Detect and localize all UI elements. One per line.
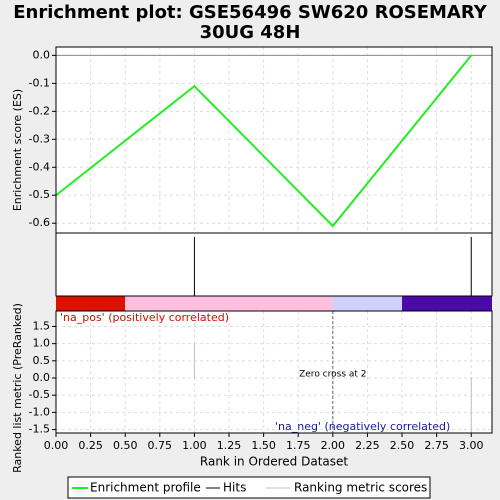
x-tick-label: 2.50 — [390, 439, 415, 452]
x-tick-label: 2.25 — [355, 439, 380, 452]
x-tick-label: 0.25 — [78, 439, 103, 452]
y-axis-title: Enrichment score (ES) — [11, 89, 24, 211]
legend-label: Hits — [223, 481, 246, 495]
panel-frame — [55, 232, 493, 297]
x-tick-label: 3.00 — [459, 439, 484, 452]
x-tick-label: 1.75 — [286, 439, 311, 452]
legend-label: Enrichment profile — [90, 481, 201, 495]
legend-label: Ranking metric scores — [294, 481, 427, 495]
x-tick-label: 1.25 — [217, 439, 242, 452]
color-bar-segment — [125, 296, 333, 311]
y-tick-label: -0.4 — [29, 160, 50, 173]
y-tick-label: -0.3 — [29, 132, 50, 145]
zero-cross-label: Zero cross at 2 — [299, 370, 366, 380]
neg-label: 'na_neg' (negatively correlated) — [275, 420, 450, 433]
chart-title: 30UG 48H — [200, 22, 301, 43]
panel-frame — [55, 310, 493, 434]
color-bar-segment — [332, 296, 403, 311]
y-tick-label: 0.5 — [33, 354, 51, 367]
pos-label: 'na_pos' (positively correlated) — [60, 311, 229, 324]
y-tick-label: -0.5 — [29, 388, 50, 401]
y-tick-label: -1.5 — [29, 423, 50, 436]
y-tick-label: -0.2 — [29, 104, 50, 117]
plot-area — [56, 47, 492, 433]
y-axis-title: Ranked list metric (PreRanked) — [11, 303, 24, 473]
x-tick-label: 2.00 — [321, 439, 346, 452]
y-tick-label: -0.6 — [29, 216, 50, 229]
x-tick-label: 0.75 — [148, 439, 173, 452]
y-tick-label: -0.5 — [29, 188, 50, 201]
x-tick-label: 0.00 — [44, 439, 69, 452]
x-tick-label: 1.50 — [251, 439, 276, 452]
y-tick-label: 1.0 — [33, 337, 51, 350]
enrichment-line — [55, 54, 473, 228]
chart-title: Enrichment plot: GSE56496 SW620 ROSEMARY — [13, 2, 488, 23]
y-tick-label: -1.0 — [29, 405, 50, 418]
x-tick-label: 1.00 — [182, 439, 207, 452]
x-tick-label: 0.50 — [113, 439, 138, 452]
y-tick-label: 0.0 — [33, 371, 51, 384]
x-tick-label: 2.75 — [424, 439, 449, 452]
legend — [67, 476, 431, 499]
y-tick-label: 1.5 — [33, 319, 51, 332]
color-bar-segment — [402, 296, 492, 311]
x-axis-title: Rank in Ordered Dataset — [200, 455, 348, 469]
y-tick-label: 0.0 — [33, 48, 51, 61]
y-tick-label: -0.1 — [29, 76, 50, 89]
color-bar-segment — [56, 296, 126, 311]
